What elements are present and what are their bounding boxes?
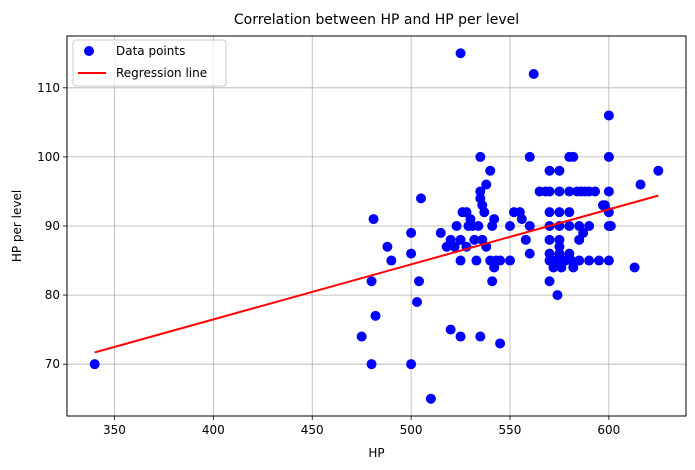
legend-label-data-points: Data points — [116, 44, 185, 58]
data-point — [479, 207, 490, 218]
data-point — [524, 248, 535, 259]
data-point — [495, 338, 506, 349]
data-point — [445, 324, 456, 335]
data-point — [386, 255, 397, 266]
data-point — [554, 186, 565, 197]
data-point — [487, 276, 498, 287]
data-point — [584, 255, 595, 266]
data-point — [489, 214, 500, 225]
x-tick-label: 350 — [103, 423, 126, 437]
data-point — [574, 255, 585, 266]
data-point — [635, 179, 646, 190]
data-point — [406, 359, 417, 370]
data-point — [406, 248, 417, 259]
data-point — [485, 165, 496, 176]
data-point — [564, 221, 575, 231]
data-point — [473, 221, 484, 231]
data-point — [504, 221, 515, 231]
data-point — [554, 241, 565, 252]
data-point — [455, 234, 466, 245]
x-tick-label: 550 — [499, 423, 522, 437]
data-point — [552, 290, 563, 301]
data-point — [544, 207, 555, 218]
data-point — [516, 214, 527, 225]
data-point — [554, 165, 565, 176]
data-point — [425, 393, 436, 404]
data-point — [366, 359, 377, 370]
data-point — [455, 331, 466, 342]
data-point — [605, 221, 616, 231]
data-point — [451, 221, 462, 231]
data-point — [471, 255, 482, 266]
data-point — [469, 234, 480, 245]
grid-lines — [67, 36, 686, 416]
data-point — [414, 276, 425, 287]
data-point — [603, 255, 614, 266]
y-tick-label: 90 — [45, 219, 60, 233]
legend: Data points Regression line — [72, 39, 227, 87]
data-point — [603, 151, 614, 162]
data-point — [504, 255, 515, 266]
y-tick-label: 110 — [37, 81, 60, 95]
data-point — [544, 186, 555, 197]
x-tick-label: 400 — [202, 423, 225, 437]
data-point — [406, 227, 417, 238]
data-point — [554, 207, 565, 218]
x-tick-label: 500 — [400, 423, 423, 437]
data-point — [584, 221, 595, 231]
data-point — [564, 207, 575, 218]
data-point — [629, 262, 640, 273]
data-point — [568, 151, 579, 162]
data-point — [455, 255, 466, 266]
data-point — [554, 234, 565, 245]
data-point — [524, 151, 535, 162]
x-tick-label: 600 — [597, 423, 620, 437]
data-point — [89, 359, 100, 370]
data-point — [544, 276, 555, 287]
data-point — [475, 151, 486, 162]
x-axis-label: HP — [368, 446, 384, 460]
legend-label-regression-line: Regression line — [116, 66, 207, 80]
data-point — [356, 331, 367, 342]
y-tick-label: 80 — [45, 288, 60, 302]
data-point — [544, 234, 555, 245]
data-point — [524, 221, 535, 231]
x-axis-ticks: 350 400 450 500 550 600 — [103, 416, 620, 437]
data-point — [603, 110, 614, 121]
x-tick-label: 450 — [301, 423, 324, 437]
y-axis-label: HP per level — [10, 190, 24, 262]
data-point — [528, 69, 539, 79]
data-point — [593, 255, 604, 266]
data-point — [455, 48, 466, 59]
legend-box — [72, 39, 227, 87]
data-point — [382, 241, 393, 252]
y-tick-label: 100 — [37, 150, 60, 164]
data-point — [435, 227, 446, 238]
y-tick-label: 70 — [45, 357, 60, 371]
data-point — [366, 276, 377, 287]
data-point — [603, 186, 614, 197]
data-point — [564, 186, 575, 197]
data-point — [481, 179, 492, 190]
data-point — [495, 255, 506, 266]
data-point — [590, 186, 601, 197]
data-point — [370, 310, 381, 321]
data-point — [653, 165, 664, 176]
data-point — [412, 297, 423, 307]
y-axis-ticks: 70 80 90 100 110 — [37, 81, 67, 371]
data-point — [475, 186, 486, 197]
data-point — [368, 214, 379, 225]
data-point — [568, 262, 579, 273]
chart-title: Correlation between HP and HP per level — [234, 12, 519, 28]
regression-line — [94, 194, 659, 354]
data-point — [520, 234, 531, 245]
plot-marks — [89, 48, 664, 404]
data-point — [475, 331, 486, 342]
data-point — [415, 193, 426, 204]
data-point — [544, 165, 555, 176]
data-point — [449, 241, 460, 252]
legend-marker-data-points — [84, 46, 94, 56]
data-point — [578, 227, 589, 238]
